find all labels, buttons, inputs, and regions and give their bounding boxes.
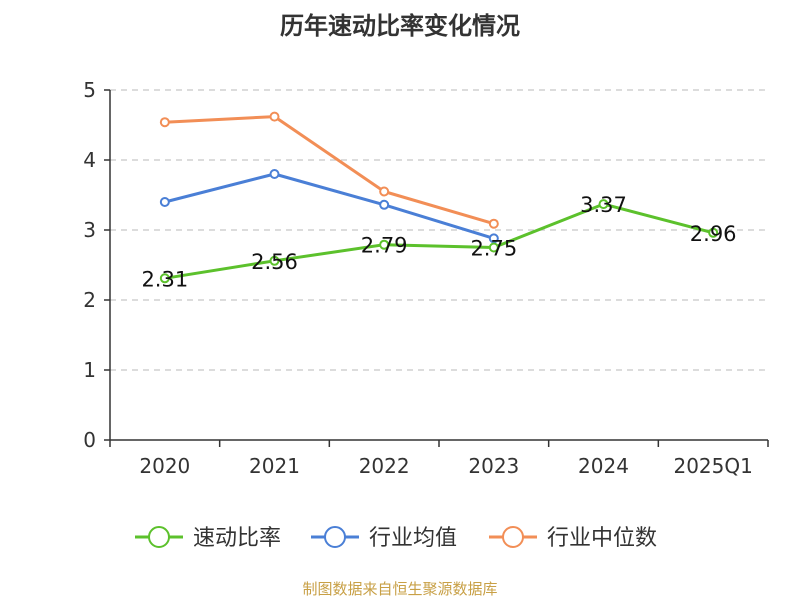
data-label: 2.96	[690, 222, 737, 246]
x-tick-label: 2021	[249, 454, 300, 478]
y-tick-label: 1	[83, 358, 96, 382]
x-tick-label: 2025Q1	[673, 454, 752, 478]
y-tick-label: 3	[83, 218, 96, 242]
legend-marker	[502, 526, 524, 548]
data-point	[379, 199, 390, 210]
y-tick-label: 2	[83, 288, 96, 312]
data-point	[269, 111, 280, 122]
series-line	[164, 115, 495, 226]
data-point	[598, 199, 609, 210]
data-point	[269, 255, 280, 266]
legend-label: 速动比率	[193, 526, 281, 551]
data-point	[159, 273, 170, 284]
x-tick-label: 2023	[468, 454, 519, 478]
x-tick-label: 2022	[359, 454, 410, 478]
series-line	[164, 202, 714, 280]
data-label: 2.56	[251, 250, 298, 274]
data-point	[379, 186, 390, 197]
x-tick-label: 2024	[578, 454, 629, 478]
data-point	[488, 242, 499, 253]
data-point	[159, 197, 170, 207]
series-line	[164, 172, 495, 240]
data-label: 2.79	[361, 234, 408, 258]
data-label: 3.37	[580, 193, 627, 217]
data-point	[269, 169, 280, 179]
y-tick-label: 0	[83, 428, 96, 452]
data-point	[488, 233, 499, 244]
data-point	[708, 227, 719, 238]
data-label: 2.31	[141, 267, 188, 291]
source-note: 制图数据来自恒生聚源数据库	[302, 580, 498, 598]
legend-label: 行业中位数	[547, 526, 657, 551]
y-tick-label: 5	[83, 78, 96, 102]
chart-title: 历年速动比率变化情况	[280, 12, 520, 40]
legend-marker	[324, 526, 346, 548]
x-tick-label: 2020	[139, 454, 190, 478]
legend-label: 行业均值	[369, 526, 457, 551]
data-point	[159, 117, 170, 128]
data-point	[488, 218, 499, 229]
data-point	[379, 239, 390, 250]
legend-marker	[148, 526, 170, 548]
y-tick-label: 4	[83, 148, 96, 172]
data-label: 2.75	[470, 237, 517, 261]
